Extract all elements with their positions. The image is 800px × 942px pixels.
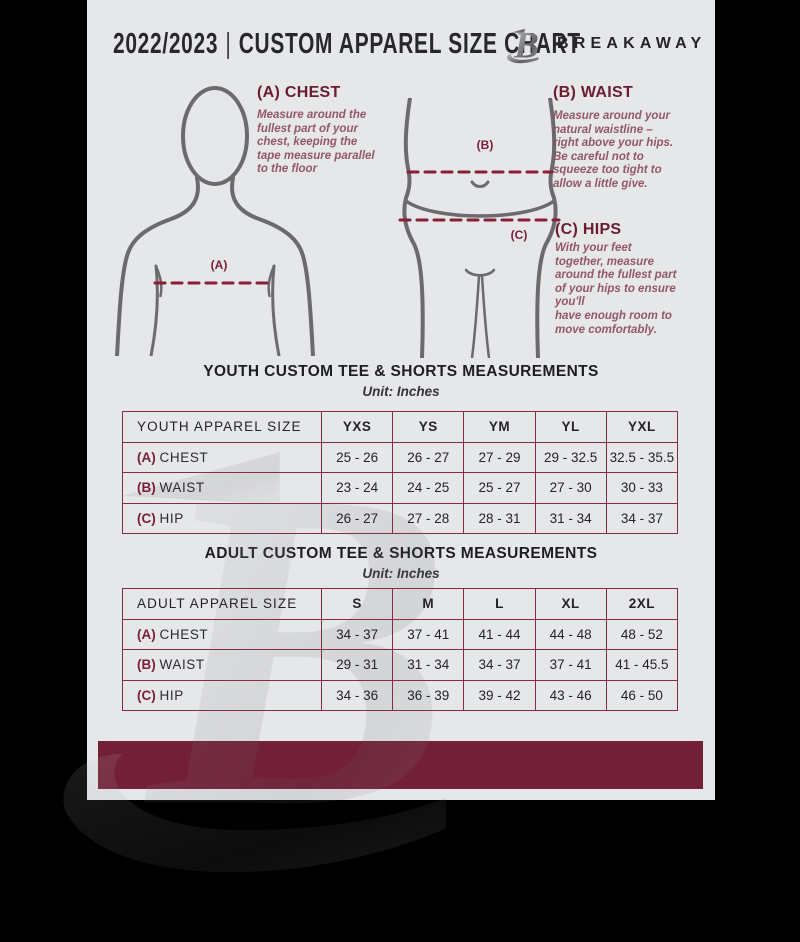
adult-hip-row: (C) HIP 34 - 36 36 - 39 39 - 42 43 - 46 … xyxy=(122,679,679,711)
size-header-cell: L xyxy=(463,588,536,620)
youth-section-title: YOUTH CUSTOM TEE & SHORTS MEASUREMENTS xyxy=(203,363,599,380)
title-year: 2022/2023 xyxy=(113,28,219,60)
value-cell: 26 - 27 xyxy=(320,502,394,534)
row-prefix: (B) xyxy=(137,657,156,673)
youth-header-row: YOUTH APPAREL SIZE YXS YS YM YL YXL xyxy=(122,411,679,443)
adult-size-table: ADULT APPAREL SIZE S M L XL 2XL (A) CHES… xyxy=(122,588,679,711)
value-cell: 36 - 39 xyxy=(392,679,465,711)
row-prefix: (C) xyxy=(137,687,156,703)
value-cell: 25 - 26 xyxy=(320,441,394,473)
row-label: CHEST xyxy=(159,449,209,465)
letterbox-left xyxy=(0,0,87,800)
hips-instruction-heading: (C) HIPS xyxy=(555,221,622,238)
value-cell: 46 - 50 xyxy=(605,679,679,711)
brand-wordmark: BREAKAWAY xyxy=(557,35,707,52)
value-cell: 48 - 52 xyxy=(605,618,679,650)
waist-instruction-heading: (B) WAIST xyxy=(553,84,634,101)
value-cell: 34 - 37 xyxy=(320,618,394,650)
waist-instruction-text: Measure around your natural waistline – … xyxy=(553,110,674,190)
adult-waist-row: (B) WAIST 29 - 31 31 - 34 34 - 37 37 - 4… xyxy=(122,649,679,681)
youth-waist-row: (B) WAIST 23 - 24 24 - 25 25 - 27 27 - 3… xyxy=(122,472,679,504)
size-header-cell: M xyxy=(392,588,465,620)
hips-line-label: (C) xyxy=(510,228,528,242)
value-cell: 27 - 28 xyxy=(392,502,465,534)
size-header-cell: YXL xyxy=(605,411,679,443)
adult-section-title: ADULT CUSTOM TEE & SHORTS MEASUREMENTS xyxy=(204,545,598,562)
value-cell: 27 - 30 xyxy=(534,472,607,504)
youth-unit-label: Unit: Inches xyxy=(362,384,440,399)
value-cell: 43 - 46 xyxy=(534,679,607,711)
value-cell: 28 - 31 xyxy=(463,502,536,534)
youth-size-col-header: YOUTH APPAREL SIZE xyxy=(122,411,322,443)
row-label: WAIST xyxy=(159,657,205,673)
youth-hip-row: (C) HIP 26 - 27 27 - 28 28 - 31 31 - 34 … xyxy=(122,502,679,534)
value-cell: 31 - 34 xyxy=(392,649,465,681)
row-label: CHEST xyxy=(159,626,209,642)
value-cell: 32.5 - 35.5 xyxy=(605,441,679,473)
letterbox-right xyxy=(715,0,800,800)
row-header-cell: (C) HIP xyxy=(122,679,322,711)
waist-line-label: (B) xyxy=(476,138,494,152)
row-header-cell: (C) HIP xyxy=(122,502,322,534)
value-cell: 44 - 48 xyxy=(534,618,607,650)
adult-chest-row: (A) CHEST 34 - 37 37 - 41 41 - 44 44 - 4… xyxy=(122,618,679,650)
row-prefix: (B) xyxy=(137,480,156,496)
title-separator: | xyxy=(225,28,232,60)
hips-diagram xyxy=(398,98,561,358)
hips-instruction-text: With your feet together, measure around … xyxy=(555,242,677,336)
value-cell: 39 - 42 xyxy=(463,679,536,711)
chest-instruction-text: Measure around the fullest part of your … xyxy=(257,109,375,176)
row-header-cell: (A) CHEST xyxy=(122,618,322,650)
value-cell: 31 - 34 xyxy=(534,502,607,534)
adult-unit-label: Unit: Inches xyxy=(362,566,440,581)
size-header-cell: YM xyxy=(463,411,536,443)
adult-size-col-header: ADULT APPAREL SIZE xyxy=(122,588,322,620)
footer-accent-bar xyxy=(98,741,703,789)
row-header-cell: (A) CHEST xyxy=(122,441,322,473)
value-cell: 34 - 36 xyxy=(320,679,394,711)
value-cell: 41 - 45.5 xyxy=(605,649,679,681)
chest-instruction-heading: (A) CHEST xyxy=(257,84,341,101)
row-prefix: (C) xyxy=(137,510,156,526)
row-header-cell: (B) WAIST xyxy=(122,649,322,681)
size-header-cell: YS xyxy=(392,411,465,443)
size-header-cell: 2XL xyxy=(605,588,679,620)
size-header-cell: S xyxy=(320,588,394,620)
value-cell: 27 - 29 xyxy=(463,441,536,473)
row-header-cell: (B) WAIST xyxy=(122,472,322,504)
torso-diagram xyxy=(115,86,315,356)
youth-chest-row: (A) CHEST 25 - 26 26 - 27 27 - 29 29 - 3… xyxy=(122,441,679,473)
row-label: HIP xyxy=(159,687,184,703)
size-header-cell: YL xyxy=(534,411,607,443)
value-cell: 41 - 44 xyxy=(463,618,536,650)
value-cell: 37 - 41 xyxy=(534,649,607,681)
value-cell: 34 - 37 xyxy=(463,649,536,681)
row-label: HIP xyxy=(159,510,184,526)
size-header-cell: YXS xyxy=(320,411,394,443)
value-cell: 26 - 27 xyxy=(392,441,465,473)
value-cell: 25 - 27 xyxy=(463,472,536,504)
row-prefix: (A) xyxy=(137,626,156,642)
row-prefix: (A) xyxy=(137,449,156,465)
value-cell: 29 - 31 xyxy=(320,649,394,681)
adult-header-row: ADULT APPAREL SIZE S M L XL 2XL xyxy=(122,588,679,620)
size-chart-page: 2022/2023 | CUSTOM APPAREL SIZE CHART BREA… xyxy=(87,0,715,800)
value-cell: 24 - 25 xyxy=(392,472,465,504)
breakaway-b-logo-icon xyxy=(501,18,547,74)
value-cell: 29 - 32.5 xyxy=(534,441,607,473)
value-cell: 37 - 41 xyxy=(392,618,465,650)
measurement-diagrams: (A) (B) (C) (A) CHEST Measure around the… xyxy=(87,76,715,368)
header: 2022/2023 | CUSTOM APPAREL SIZE CHART BREA… xyxy=(87,24,715,76)
value-cell: 30 - 33 xyxy=(605,472,679,504)
value-cell: 34 - 37 xyxy=(605,502,679,534)
row-label: WAIST xyxy=(159,480,205,496)
size-header-cell: XL xyxy=(534,588,607,620)
value-cell: 23 - 24 xyxy=(320,472,394,504)
youth-size-table: YOUTH APPAREL SIZE YXS YS YM YL YXL (A) … xyxy=(122,411,679,534)
chest-line-label: (A) xyxy=(210,258,228,272)
